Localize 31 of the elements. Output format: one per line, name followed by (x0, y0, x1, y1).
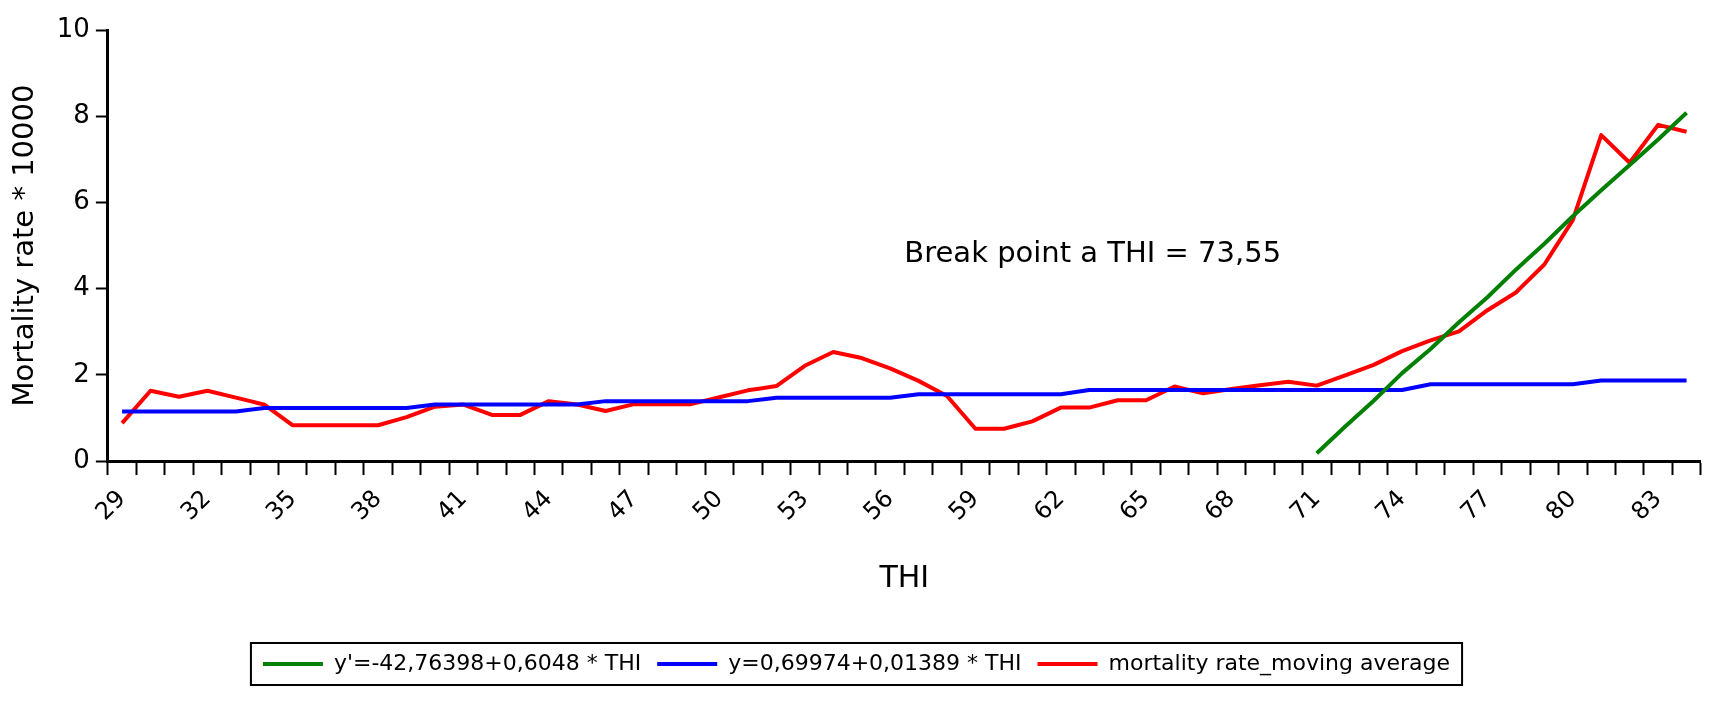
x-tick-label: 35 (260, 484, 302, 526)
y-tick-label: 6 (73, 185, 90, 216)
x-tick-label: 47 (601, 484, 643, 526)
x-tick-label: 56 (857, 484, 899, 526)
x-tick-label: 59 (942, 484, 985, 526)
y-axis-title: Mortality rate * 10000 (5, 84, 40, 407)
y-tick-label: 4 (73, 271, 90, 302)
x-tick-label: 38 (345, 484, 387, 526)
x-tick-label: 68 (1198, 484, 1241, 526)
y-tick-label: 0 (73, 443, 90, 474)
annotation: Break point a THI = 73,55 (904, 234, 1282, 269)
y-tick-label: 8 (73, 98, 90, 129)
x-tick-label: 65 (1113, 484, 1155, 526)
x-tick-label: 71 (1284, 484, 1326, 526)
legend-label: mortality rate_moving average (1108, 649, 1451, 676)
x-tick-label: 74 (1369, 484, 1411, 526)
x-tick-label: 32 (174, 484, 217, 526)
x-tick-label: 50 (686, 484, 729, 526)
x-tick-label: 77 (1454, 484, 1497, 526)
x-axis-title: THI (878, 558, 930, 594)
x-tick-label: 83 (1625, 484, 1667, 526)
y-tick-label: 2 (73, 357, 90, 388)
x-tick-label: 53 (772, 484, 814, 526)
y-tick-label: 10 (56, 12, 90, 43)
legend-label: y'=-42,76398+0,6048 * THI (333, 649, 642, 675)
x-tick-label: 44 (516, 484, 558, 526)
x-tick-label: 62 (1028, 484, 1070, 526)
x-tick-label: 29 (89, 484, 131, 526)
x-tick-label: 41 (430, 484, 473, 526)
legend-label: y=0,69974+0,01389 * THI (728, 649, 1022, 675)
x-tick-label: 80 (1540, 484, 1582, 526)
